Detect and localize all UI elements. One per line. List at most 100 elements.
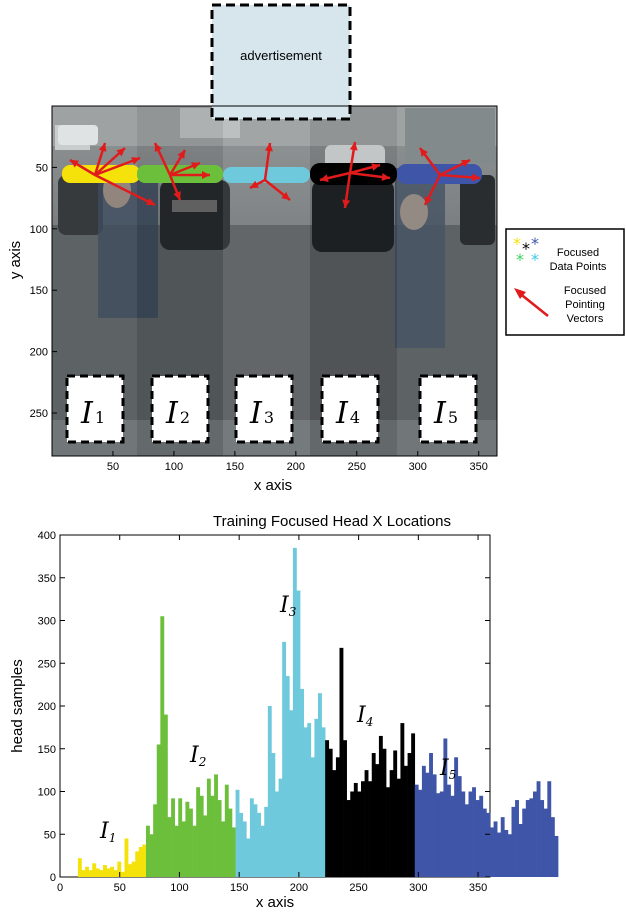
histogram-bar <box>346 800 351 877</box>
histogram-bar <box>343 740 347 877</box>
pointing-vector-icon <box>94 156 141 177</box>
top-axis-ticks: 50 100 150 200 250 300 350 50 100 150 200 250 <box>30 162 488 473</box>
histogram-bar <box>547 781 552 877</box>
histogram-bar <box>95 868 100 877</box>
histogram-bar <box>371 753 376 877</box>
top-x-tick-label: 200 <box>287 461 305 473</box>
histogram-bar <box>99 870 104 877</box>
histogram-bar <box>318 693 322 877</box>
histogram-bar <box>482 808 487 877</box>
chart-y-tick-label: 300 <box>38 616 56 628</box>
histogram-bar <box>221 821 226 877</box>
histogram-bar <box>289 710 294 877</box>
region-box-2 <box>150 374 210 444</box>
top-axes-frame <box>51 105 498 457</box>
histogram-bar <box>217 800 222 877</box>
histogram-bar <box>85 866 89 877</box>
histogram-bar <box>350 791 355 877</box>
histogram-bar <box>210 795 215 877</box>
pointing-vector-head-icon <box>420 148 428 157</box>
legend-star-icon: * <box>531 234 539 253</box>
histogram-bar <box>497 832 502 877</box>
chart-region-label-5: I5 <box>439 756 456 782</box>
histogram-bar <box>411 733 416 877</box>
pointing-vector-head-icon <box>116 148 125 157</box>
histogram-bar <box>432 774 437 877</box>
legend-star-icon: * <box>513 234 521 253</box>
pointing-vector-head-icon <box>342 199 351 208</box>
histogram-bar <box>120 871 125 877</box>
legend-data-points-line-2: Data Points <box>550 261 607 273</box>
legend-arrow-head-icon <box>514 288 526 299</box>
histogram-bar <box>361 781 365 877</box>
advertisement-label: advertisement <box>240 48 322 63</box>
top-x-tick-label: 100 <box>165 461 183 473</box>
histogram-bar <box>436 793 441 877</box>
top-x-axis-label: x axis <box>254 477 292 494</box>
histogram-bar <box>232 827 236 877</box>
histogram-bar <box>454 757 459 877</box>
legend-data-points-line-1: Focused <box>557 247 599 259</box>
histogram-bar <box>117 861 122 877</box>
top-y-tick-label: 100 <box>30 224 48 236</box>
histogram-bar <box>149 834 154 877</box>
histogram-bar <box>525 800 530 877</box>
histogram-bar <box>375 764 380 877</box>
histogram-bar <box>77 858 82 877</box>
histogram-bar <box>199 795 204 877</box>
histogram-bar <box>325 740 330 877</box>
histogram-bar <box>540 800 545 877</box>
histogram-bar <box>450 795 455 877</box>
histogram-bar <box>443 738 448 877</box>
histogram-bar <box>429 753 433 877</box>
histogram-bar <box>468 791 473 877</box>
histogram-bar <box>167 817 172 877</box>
histogram-bar <box>353 782 358 877</box>
focused-pointing-vectors <box>69 141 481 209</box>
histogram-bar <box>257 812 261 877</box>
histogram-bar <box>382 748 387 877</box>
histogram-bar <box>178 798 183 877</box>
histogram-bar <box>335 757 340 877</box>
histogram-bar <box>533 791 537 877</box>
histogram-bar <box>214 774 218 877</box>
histogram-bar <box>81 870 86 877</box>
histogram-bar <box>400 723 405 877</box>
histogram-bar <box>239 812 244 877</box>
legend-box <box>505 228 625 336</box>
chart-x-tick-label: 150 <box>230 882 248 894</box>
pointing-vector-icon <box>94 173 156 207</box>
histogram-bar <box>490 827 494 877</box>
histogram-axis-ticks: 0 50 100 150 200 250 300 350 0 50 100 150 200 250 300 3… <box>38 530 490 894</box>
histogram-bar <box>328 748 333 877</box>
histogram-bar <box>500 817 505 877</box>
histogram-bar <box>224 784 229 877</box>
chart-region-label-1: I1 <box>99 819 116 845</box>
histogram-bar <box>389 770 394 877</box>
chart-x-axis-label: x axis <box>256 894 294 911</box>
top-x-tick-label: 350 <box>470 461 488 473</box>
chart-x-tick-label: 50 <box>114 882 126 894</box>
legend-arrow-icon <box>517 291 549 317</box>
chart-region-label-3: I3 <box>279 593 297 619</box>
histogram-bar <box>131 861 136 877</box>
chart-y-tick-label: 250 <box>38 658 56 670</box>
region-box-4 <box>320 374 380 444</box>
pointing-vector-head-icon <box>264 143 273 152</box>
chart-region-label-2: I2 <box>189 743 206 769</box>
legend-star-icon: * <box>531 250 539 269</box>
pointing-vector-head-icon <box>320 174 329 183</box>
histogram-figure: Training Focused Head X Locations 0 50 100… <box>9 513 559 911</box>
pointing-vector-head-icon <box>349 142 358 151</box>
chart-x-tick-label: 350 <box>469 882 487 894</box>
legend-vectors-line-3: Vectors <box>567 313 604 325</box>
chart-y-tick-label: 50 <box>44 829 56 841</box>
pointing-vector-head-icon <box>173 191 181 200</box>
histogram-bar <box>307 723 312 877</box>
pointing-vector-head-icon <box>98 143 107 152</box>
histogram-bar <box>242 821 247 877</box>
pointing-vector-head-icon <box>202 171 210 179</box>
